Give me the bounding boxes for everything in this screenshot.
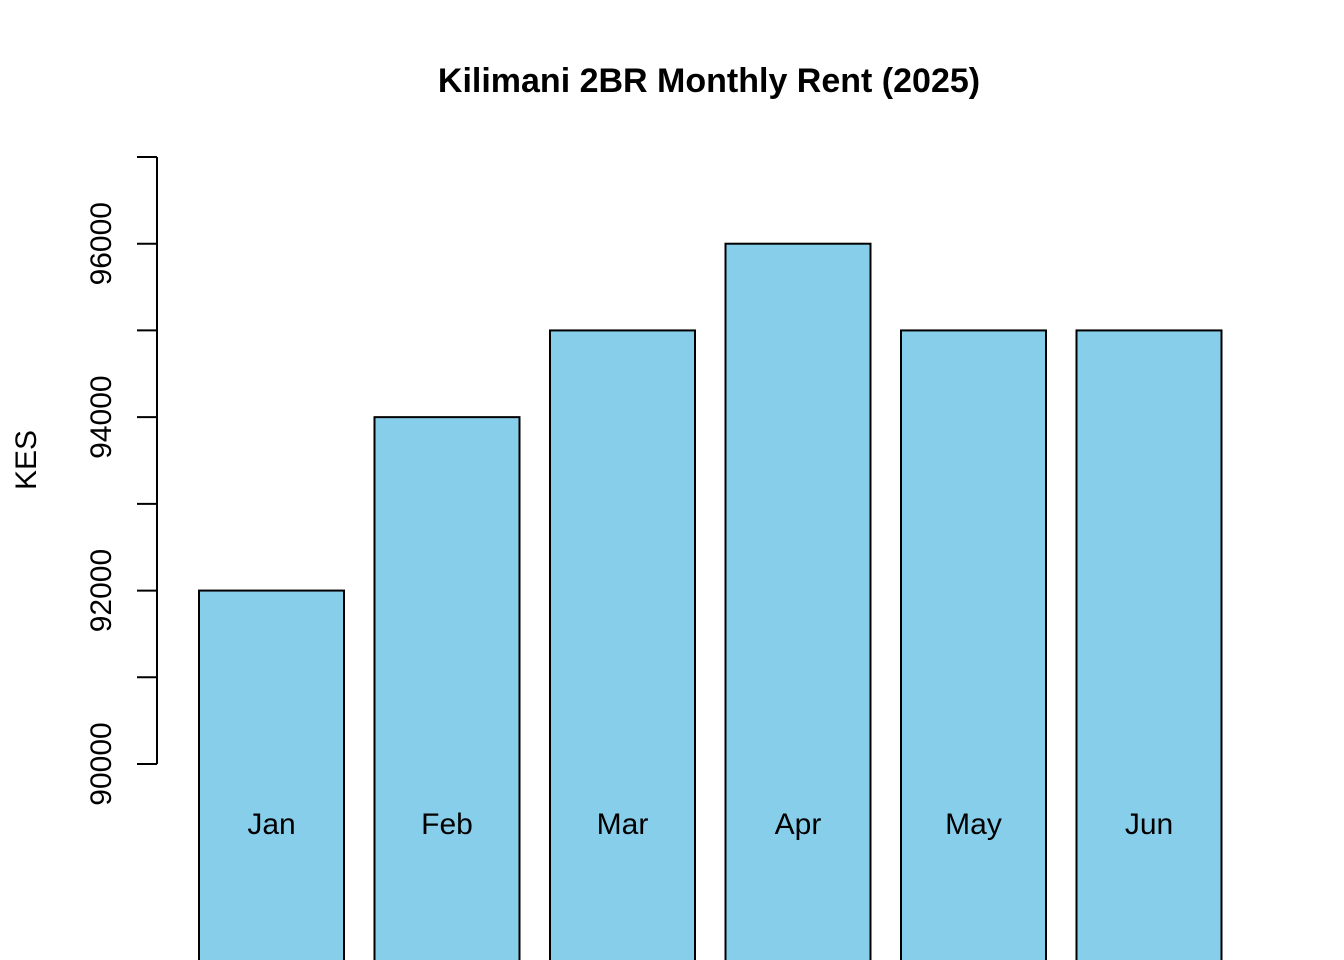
bar-jun — [1075, 329, 1223, 960]
bar-jan — [198, 589, 345, 960]
bar-feb — [373, 416, 521, 960]
bar-may — [900, 329, 1047, 960]
y-axis: 90000 92000 94000 96000 — [85, 156, 158, 806]
bars-group — [198, 242, 1223, 960]
category-label-may: May — [945, 808, 1002, 841]
category-label-mar: Mar — [597, 808, 649, 841]
category-label-apr: Apr — [775, 808, 822, 841]
y-tick-label: 96000 — [85, 202, 118, 285]
y-axis-label: KES — [10, 430, 43, 490]
category-label-jan: Jan — [247, 808, 295, 841]
category-label-feb: Feb — [421, 808, 473, 841]
y-tick-label: 92000 — [85, 549, 118, 632]
bar-apr — [724, 242, 872, 960]
chart-title: Kilimani 2BR Monthly Rent (2025) — [438, 62, 980, 100]
category-label-jun: Jun — [1125, 808, 1173, 841]
category-labels: Jan Feb Mar Apr May Jun — [247, 808, 1173, 841]
y-tick-label: 94000 — [85, 375, 118, 458]
y-tick-label: 90000 — [85, 722, 118, 805]
bar-mar — [549, 329, 696, 960]
